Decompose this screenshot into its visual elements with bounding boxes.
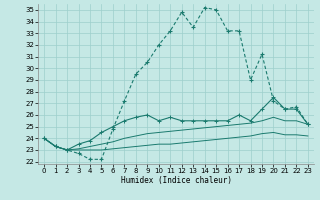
X-axis label: Humidex (Indice chaleur): Humidex (Indice chaleur) [121,176,231,185]
